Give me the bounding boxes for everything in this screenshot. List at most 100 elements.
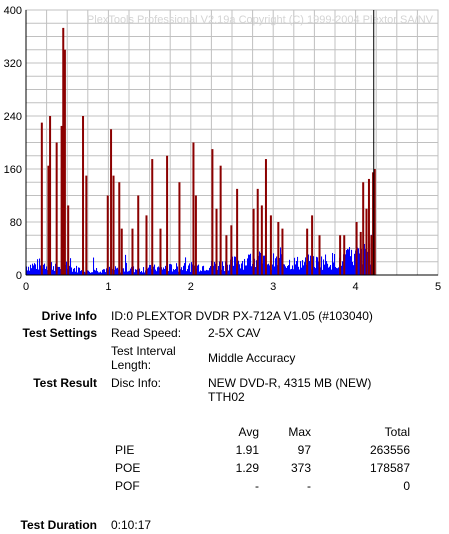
pie-bar [109, 266, 111, 275]
pie-bar [133, 266, 135, 275]
pie-bar [341, 265, 343, 275]
y-tick-label: 0 [16, 270, 22, 282]
pie-bar [359, 253, 361, 275]
pie-bar [286, 267, 288, 275]
pie-bar [153, 266, 155, 275]
pie-bar [310, 255, 312, 275]
poe-bar [82, 116, 85, 275]
pie-bar [127, 271, 129, 275]
pie-bar [141, 270, 143, 275]
pie-bar [162, 269, 164, 275]
pie-bar [327, 263, 329, 275]
poe-bar [264, 159, 267, 275]
pie-bar [100, 271, 102, 275]
pie-bar [264, 255, 266, 275]
pie-bar [130, 268, 132, 275]
pie-bar [80, 271, 82, 275]
read-speed-value: 2-5X CAV [208, 326, 261, 340]
pie-bar [36, 268, 38, 275]
pie-bar [321, 256, 323, 275]
results-row-pie-max: 97 [297, 443, 311, 457]
poe-bar [260, 205, 263, 275]
pie-bar [55, 263, 57, 275]
pie-bar [309, 261, 311, 275]
pie-bar [329, 266, 331, 275]
pie-bar [91, 272, 93, 275]
results-row-pof-name: POF [115, 479, 140, 493]
pie-bar [44, 263, 46, 275]
pie-bar [114, 269, 116, 275]
pie-bar [177, 266, 179, 275]
pie-bar [323, 259, 325, 275]
poe-bar [137, 195, 140, 275]
pie-bar [259, 251, 261, 275]
poe-bar [225, 235, 228, 275]
pie-bar [73, 268, 75, 275]
pie-bar [27, 270, 29, 275]
x-tick-label: 5 [435, 281, 441, 293]
pie-bar [302, 260, 304, 275]
pie-bar [40, 265, 42, 275]
pie-bar [273, 253, 275, 275]
pie-bar [103, 269, 105, 275]
poe-bar [40, 122, 43, 275]
pie-bar [186, 271, 188, 275]
pie-bar [336, 268, 338, 275]
poe-bar [120, 228, 123, 275]
pie-bar [248, 254, 250, 275]
poe-bar [311, 215, 314, 275]
pie-bar [156, 271, 158, 275]
pie-bar [213, 265, 215, 275]
pie-bar [296, 260, 298, 275]
pie-bar [75, 271, 77, 275]
pie-bar [115, 266, 117, 275]
test-duration-label: Test Duration [20, 518, 97, 532]
pie-bar [126, 262, 128, 275]
poe-bar [178, 182, 181, 275]
pie-bar [76, 265, 78, 275]
pie-bar [120, 272, 122, 275]
poe-bar [277, 222, 280, 275]
pie-bar [331, 269, 333, 275]
pie-bar [287, 266, 289, 275]
pie-bar [268, 263, 270, 275]
pie-bar [158, 266, 160, 275]
pie-bar [233, 265, 235, 275]
pie-bar [175, 268, 177, 275]
x-tick-label: 2 [188, 281, 194, 293]
pie-bar [176, 263, 178, 275]
pie-bar [206, 269, 208, 275]
pie-bar [250, 253, 252, 275]
poe-bar [256, 188, 259, 275]
pie-bar [288, 265, 290, 275]
poe-bar [252, 208, 255, 275]
pie-bar [97, 271, 99, 275]
pie-bar [303, 265, 305, 275]
pie-bar [123, 268, 125, 275]
test-result-label: Test Result [33, 376, 97, 390]
pie-bar [106, 268, 108, 275]
pie-bar [200, 270, 202, 275]
pie-bar [98, 272, 100, 275]
pie-bar [298, 266, 300, 275]
poe-series [40, 27, 376, 276]
pie-bar [347, 248, 349, 275]
pie-bar [39, 258, 41, 275]
pie-bar [299, 269, 301, 275]
pie-bar [60, 269, 62, 275]
pie-bar [95, 270, 97, 275]
pie-bar [164, 268, 166, 275]
pie-bar [292, 265, 294, 275]
pie-bar [99, 272, 101, 275]
y-tick-label: 320 [4, 58, 22, 70]
pie-bar [314, 266, 316, 275]
pie-bar [168, 271, 170, 275]
pie-bar [128, 271, 130, 275]
poe-bar [306, 228, 309, 275]
pie-bar [349, 247, 351, 275]
pie-bar [332, 252, 334, 275]
results-row-poe-name: POE [115, 461, 141, 475]
pie-bar [201, 271, 203, 275]
pie-bar [70, 258, 72, 275]
pie-bar [274, 266, 276, 275]
